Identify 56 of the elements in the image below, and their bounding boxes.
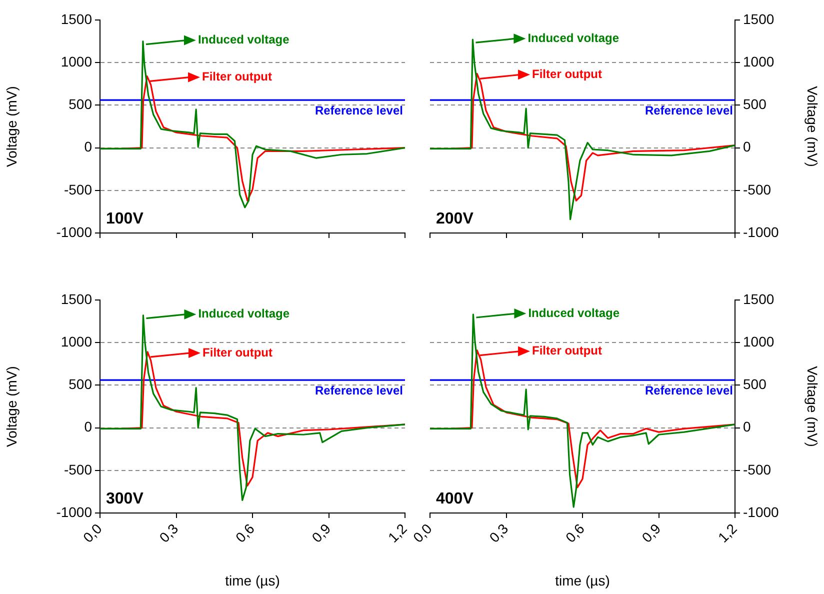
ref-line-label: Reference level — [314, 383, 403, 398]
y-tick-label: 0 — [743, 418, 751, 435]
y-tick-label: 0 — [84, 138, 92, 155]
y-tick-label: -1000 — [56, 224, 92, 240]
y-tick-label: -500 — [64, 461, 92, 478]
legend-label: Induced voltage — [528, 306, 620, 320]
y-tick-label: 0 — [84, 418, 92, 435]
y-tick-label: 1500 — [743, 290, 774, 307]
y-tick-label: -1000 — [743, 224, 780, 240]
ref-line-label: Reference level — [644, 103, 733, 118]
legend-label: Filter output — [532, 66, 602, 81]
y-tick-label: 1500 — [60, 290, 92, 307]
x-tick-label: 0,3 — [486, 520, 512, 546]
legend-label: Induced voltage — [198, 306, 290, 321]
legend-label: Induced voltage — [198, 32, 290, 47]
x-tick-label: 0,6 — [232, 520, 258, 546]
annotation: 300V — [106, 490, 144, 508]
y-tick-label: 500 — [743, 96, 767, 112]
y-tick-label: 1500 — [743, 10, 774, 27]
y-tick-label: -500 — [64, 181, 92, 198]
ref-line-label: Reference level — [644, 383, 733, 398]
x-tick-label: 0,0 — [410, 520, 435, 546]
y-axis-title: Voltage (mV) — [3, 86, 20, 167]
y-tick-label: 1000 — [60, 333, 92, 350]
y-tick-label: 1000 — [60, 53, 92, 70]
ref-line-label: Reference level — [314, 103, 403, 118]
x-tick-label: 0,0 — [80, 520, 105, 546]
legend-label: Induced voltage — [528, 30, 620, 45]
y-tick-label: 500 — [68, 376, 92, 392]
annotation: 200V — [436, 210, 474, 228]
x-tick-label: 0,9 — [308, 520, 334, 546]
legend-label: Filter output — [532, 344, 602, 358]
y-tick-label: -1000 — [56, 504, 92, 520]
y-tick-label: -500 — [743, 461, 772, 478]
y-tick-label: 0 — [743, 138, 751, 155]
annotation: 400V — [436, 490, 474, 508]
y-tick-label: 1000 — [743, 333, 774, 350]
x-tick-label: 0,9 — [638, 520, 664, 546]
y-tick-label: 1500 — [60, 10, 92, 27]
x-axis-title: time (µs) — [555, 572, 610, 588]
x-tick-label: 0,3 — [156, 520, 182, 546]
y-axis-title: Voltage (mV) — [3, 366, 20, 447]
y-axis-title: Voltage (mV) — [804, 86, 821, 167]
legend-label: Filter output — [202, 345, 273, 360]
x-axis-title: time (µs) — [225, 572, 280, 588]
y-tick-label: 1000 — [743, 53, 774, 70]
x-tick-label: 1,2 — [714, 520, 740, 546]
legend-label: Filter output — [202, 70, 272, 84]
y-tick-label: -1000 — [743, 504, 780, 520]
y-tick-label: 500 — [68, 96, 92, 112]
x-tick-label: 1,2 — [384, 520, 410, 546]
y-tick-label: 500 — [743, 376, 767, 392]
annotation: 100V — [106, 210, 144, 228]
x-tick-label: 0,6 — [562, 520, 588, 546]
y-tick-label: -500 — [743, 181, 772, 198]
y-axis-title: Voltage (mV) — [804, 366, 821, 447]
